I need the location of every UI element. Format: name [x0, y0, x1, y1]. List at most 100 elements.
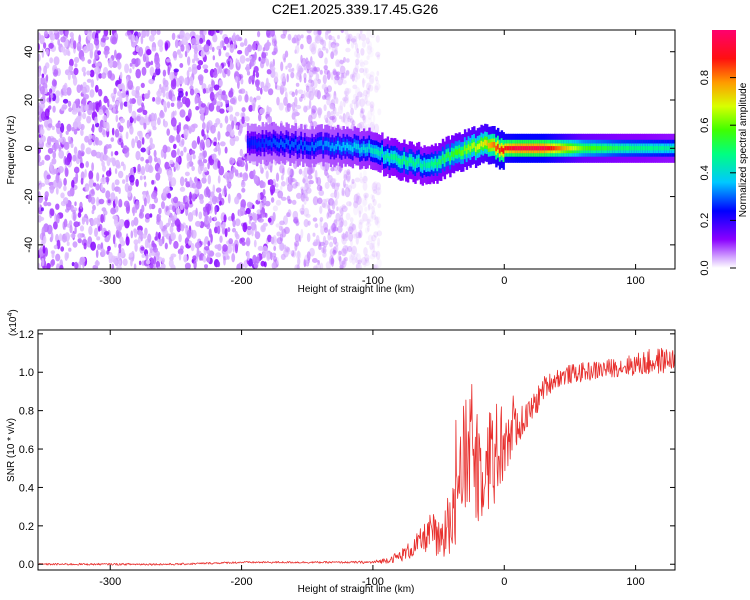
spectrogram-noise-cell [219, 235, 223, 243]
spectrogram-noise-cell [163, 151, 167, 160]
spectrogram-noise-cell [248, 55, 252, 60]
spectrogram-noise-cell [359, 61, 365, 68]
spectrogram-signal-cell [583, 146, 586, 151]
spectrogram-noise-cell [323, 163, 329, 170]
spectrogram-noise-cell [312, 217, 318, 222]
spectrogram-noise-cell [58, 138, 63, 143]
spectrogram-noise-cell [115, 114, 119, 123]
spectrogram-noise-cell [263, 197, 267, 204]
spectrogram-noise-cell [129, 68, 132, 74]
spectrogram-noise-cell [53, 168, 59, 175]
spectrogram-noise-cell [137, 31, 141, 38]
spectrogram-noise-cell [375, 250, 381, 260]
spectrogram-noise-cell [114, 196, 118, 206]
spectrogram-noise-cell [341, 116, 345, 123]
spectrogram-noise-cell [188, 66, 192, 72]
spectrogram-signal-cell [375, 148, 378, 155]
spectrogram-noise-cell [377, 237, 381, 247]
spectrogram-signal-cell [335, 144, 338, 150]
spectrogram-noise-cell [287, 167, 292, 176]
spectrogram-noise-cell [101, 249, 106, 257]
spectrogram-noise-cell [259, 201, 262, 211]
spectrogram-noise-cell [319, 185, 323, 191]
spectrogram-noise-cell [302, 175, 309, 185]
spectrogram-noise-cell [355, 263, 360, 269]
spectrogram-signal-cell [539, 146, 542, 151]
spectrogram-signal-cell [609, 146, 612, 151]
spectrogram-noise-cell [246, 228, 252, 236]
spectrogram-signal-cell [522, 146, 526, 151]
spectrogram-y-tick-label: -40 [23, 237, 35, 253]
spectrogram-noise-cell [216, 45, 222, 51]
spectrogram-noise-cell [178, 53, 183, 59]
spectrogram-noise-cell [376, 216, 381, 224]
spectrogram-signal-cell [647, 146, 651, 151]
spectrogram-noise-cell [364, 254, 370, 262]
spectrogram-noise-cell [107, 70, 112, 79]
spectrogram-signal-cell [476, 144, 480, 150]
spectrogram-noise-cell [338, 206, 343, 214]
spectrogram-noise-cell [350, 249, 356, 258]
spectrogram-noise-cell [201, 177, 207, 184]
spectrogram-noise-cell [170, 117, 177, 127]
spectrogram-noise-cell [88, 138, 93, 146]
spectrogram-noise-cell [108, 251, 113, 262]
spectrogram-noise-cell [314, 35, 321, 44]
spectrogram-noise-cell [356, 48, 360, 54]
spectrogram-noise-cell [345, 119, 350, 128]
spectrogram-noise-cell [238, 262, 244, 269]
spectrogram-signal-cell [401, 158, 404, 165]
spectrogram-signal-cell [417, 157, 421, 164]
spectrogram-noise-cell [131, 58, 137, 65]
spectrogram-signal-cell [291, 141, 294, 147]
spectrogram-noise-cell [337, 34, 340, 40]
spectrogram-noise-cell [305, 213, 311, 218]
spectrogram-noise-cell [294, 179, 298, 188]
spectrogram-noise-cell [178, 123, 181, 132]
spectrogram-noise-cell [287, 209, 292, 218]
spectrogram-noise-cell [95, 259, 99, 267]
spectrogram-signal-cell [508, 146, 511, 151]
spectrogram-noise-cell [300, 34, 304, 39]
spectrogram-noise-cell [268, 179, 274, 186]
spectrogram-noise-cell [183, 254, 188, 263]
spectrogram-noise-cell [203, 166, 208, 173]
spectrogram-signal-cell [566, 146, 570, 151]
spectrogram-noise-cell [349, 222, 355, 232]
spectrogram-noise-cell [200, 50, 206, 58]
spectrogram-noise-cell [295, 82, 300, 87]
spectrogram-noise-cell [79, 201, 83, 210]
spectrogram-noise-cell [359, 67, 365, 74]
spectrogram-noise-cell [141, 137, 145, 145]
spectrogram-noise-cell [267, 217, 272, 223]
spectrogram-noise-cell [272, 58, 275, 68]
spectrogram-noise-cell [224, 228, 228, 238]
spectrogram-noise-cell [367, 50, 374, 58]
spectrogram-noise-cell [211, 46, 215, 53]
spectrogram-noise-cell [352, 93, 358, 101]
spectrogram-noise-cell [351, 73, 355, 82]
spectrogram-noise-cell [100, 37, 106, 43]
spectrogram-noise-cell [91, 149, 97, 157]
spectrogram-noise-cell [91, 188, 95, 195]
spectrogram-noise-cell [364, 206, 368, 212]
spectrogram-noise-cell [224, 146, 228, 154]
spectrogram-signal-cell [579, 146, 583, 151]
spectrogram-noise-cell [353, 200, 359, 209]
spectrogram-noise-cell [195, 207, 198, 217]
spectrogram-noise-cell [149, 203, 152, 210]
spectrogram-noise-cell [204, 106, 209, 116]
spectrogram-signal-cell [480, 140, 483, 147]
spectrogram-noise-cell [83, 71, 86, 77]
spectrogram-noise-cell [95, 122, 100, 128]
spectrogram-signal-cell [607, 146, 610, 151]
spectrogram-noise-cell [232, 243, 235, 253]
spectrogram-noise-cell [179, 176, 185, 187]
spectrogram-noise-cell [82, 97, 87, 106]
spectrogram-noise-cell [341, 79, 347, 85]
spectrogram-noise-cell [138, 130, 143, 141]
spectrogram-noise-cell [323, 243, 327, 248]
spectrogram-signal-cell [318, 140, 321, 147]
spectrogram-noise-cell [85, 147, 92, 155]
spectrogram-noise-cell [58, 233, 63, 242]
